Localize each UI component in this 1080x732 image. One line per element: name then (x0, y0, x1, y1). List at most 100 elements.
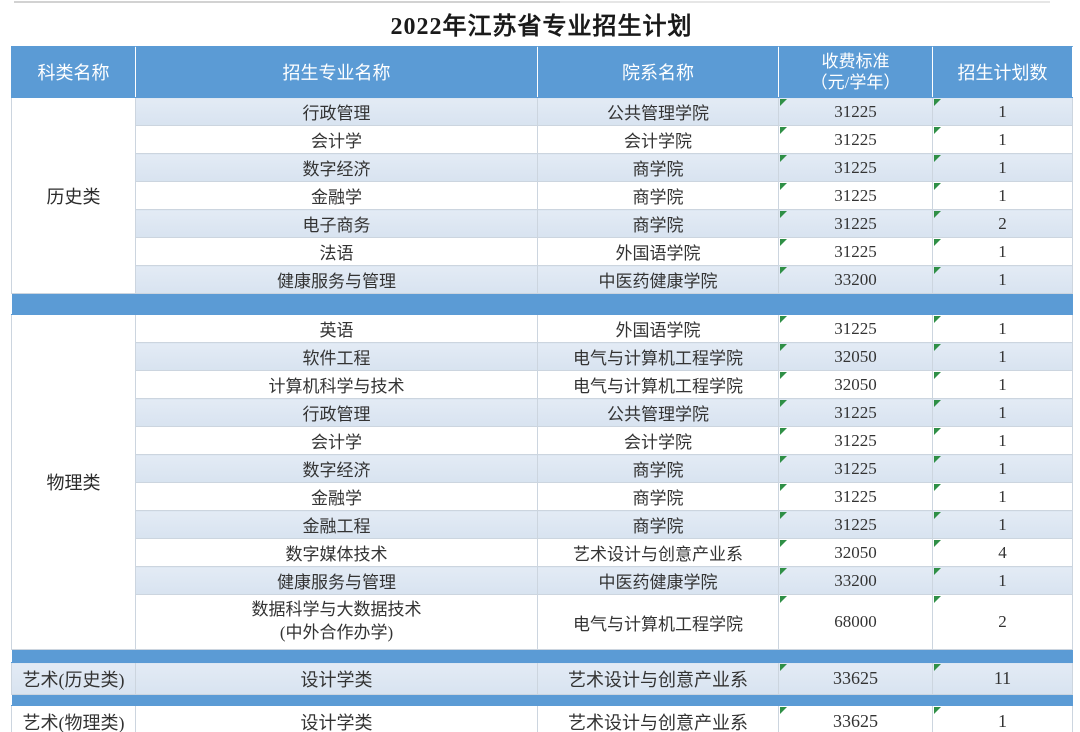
department-cell: 电气与计算机工程学院 (537, 342, 779, 371)
plan-value: 2 (998, 612, 1007, 631)
plan-cell: 1 (932, 125, 1073, 154)
plan-value: 1 (998, 269, 1007, 289)
separator-cell (932, 694, 1073, 706)
number-stored-as-text-flag-icon (934, 239, 941, 246)
department-cell: 商学院 (537, 454, 779, 483)
plan-value: 1 (998, 129, 1007, 149)
number-stored-as-text-flag-icon (934, 400, 941, 407)
plan-value: 1 (998, 318, 1007, 338)
plan-cell: 1 (932, 426, 1073, 455)
table-row: 计算机科学与技术 电气与计算机工程学院 32050 1 (12, 370, 1073, 399)
department-cell: 电气与计算机工程学院 (537, 370, 779, 399)
fee-value: 33200 (834, 269, 877, 289)
plan-value: 1 (998, 430, 1007, 450)
department-cell: 商学院 (537, 209, 779, 238)
fee-cell: 31225 (778, 153, 933, 182)
table-row: 数字经济 商学院 31225 1 (12, 454, 1073, 483)
department-cell: 公共管理学院 (537, 398, 779, 427)
fee-value: 31225 (834, 157, 877, 177)
table-row: 数据科学与大数据技术 (中外合作办学) 电气与计算机工程学院 68000 2 (12, 594, 1073, 650)
number-stored-as-text-flag-icon (780, 239, 787, 246)
fee-value: 68000 (834, 612, 877, 631)
plan-cell: 1 (932, 314, 1073, 343)
table-row: 物理类 英语 外国语学院 31225 1 (11, 314, 1073, 650)
plan-cell: 4 (932, 538, 1073, 567)
plan-value: 1 (998, 486, 1007, 506)
fee-cell: 33200 (778, 566, 933, 595)
fee-cell: 31225 (778, 125, 933, 154)
number-stored-as-text-flag-icon (934, 456, 941, 463)
number-stored-as-text-flag-icon (934, 428, 941, 435)
fee-cell: 31225 (778, 426, 933, 455)
table-row: 电子商务 商学院 31225 2 (12, 209, 1073, 238)
plan-cell: 1 (932, 153, 1073, 182)
major-cell: 行政管理 (135, 97, 538, 126)
fee-cell: 33200 (778, 265, 933, 294)
number-stored-as-text-flag-icon (780, 372, 787, 379)
number-stored-as-text-flag-icon (934, 127, 941, 134)
separator-cell (778, 694, 933, 706)
table-row: 数字媒体技术 艺术设计与创意产业系 32050 4 (12, 538, 1073, 567)
number-stored-as-text-flag-icon (780, 183, 787, 190)
separator-cell (778, 649, 933, 663)
header-fee-line2: （元/学年） (810, 73, 901, 92)
table-row: 会计学 会计学院 31225 1 (12, 426, 1073, 455)
number-stored-as-text-flag-icon (780, 344, 787, 351)
fee-value: 31225 (834, 241, 877, 261)
major-cell: 会计学 (135, 426, 538, 455)
plan-value: 1 (998, 570, 1007, 590)
plan-value: 1 (998, 402, 1007, 422)
major-cell: 健康服务与管理 (135, 566, 538, 595)
header-department: 院系名称 (537, 46, 779, 98)
plan-value: 1 (998, 101, 1007, 121)
table-body: 历史类 行政管理 公共管理学院 31225 1 会计学 会计学院 31225 1 数字经济 商学院 3… (11, 97, 1073, 732)
plan-cell: 1 (932, 482, 1073, 511)
major-cell: 英语 (135, 314, 538, 343)
plan-value: 11 (993, 668, 1012, 688)
page-title: 2022年江苏省专业招生计划 (390, 14, 693, 40)
fee-value: 31225 (834, 185, 877, 205)
number-stored-as-text-flag-icon (780, 428, 787, 435)
category-cell: 艺术(历史类) (11, 662, 136, 695)
plan-cell: 1 (932, 566, 1073, 595)
separator-cell (11, 694, 136, 706)
department-cell: 电气与计算机工程学院 (537, 594, 779, 650)
major-cell: 金融学 (135, 482, 538, 511)
separator-cell (11, 649, 136, 663)
fee-cell: 33625 (778, 705, 933, 732)
cropped-edge-artifact (560, 1, 1050, 3)
major-cell: 软件工程 (135, 342, 538, 371)
enrollment-plan-table: 科类名称 招生专业名称 院系名称 收费标准 （元/学年） 招生计划数 历史类 行政… (11, 46, 1073, 732)
fee-value: 33200 (834, 570, 877, 590)
section-separator-row (11, 293, 1073, 315)
department-cell: 商学院 (537, 181, 779, 210)
number-stored-as-text-flag-icon (780, 267, 787, 274)
number-stored-as-text-flag-icon (934, 99, 941, 106)
fee-cell: 32050 (778, 342, 933, 371)
table-row: 金融学 商学院 31225 1 (12, 181, 1073, 210)
header-category: 科类名称 (11, 46, 136, 98)
table-row: 艺术(历史类) 设计学类 艺术设计与创意产业系 33625 11 (11, 662, 1073, 695)
number-stored-as-text-flag-icon (780, 316, 787, 323)
number-stored-as-text-flag-icon (780, 664, 787, 671)
fee-value: 31225 (834, 101, 877, 121)
department-cell: 公共管理学院 (537, 97, 779, 126)
number-stored-as-text-flag-icon (780, 127, 787, 134)
table-row: 数字经济 商学院 31225 1 (12, 153, 1073, 182)
number-stored-as-text-flag-icon (934, 316, 941, 323)
department-cell: 商学院 (537, 510, 779, 539)
plan-cell: 1 (932, 181, 1073, 210)
separator-cell (11, 293, 136, 315)
table-row: 健康服务与管理 中医药健康学院 33200 1 (12, 566, 1073, 595)
major-cell: 行政管理 (135, 398, 538, 427)
header-major: 招生专业名称 (135, 46, 538, 98)
major-cell: 设计学类 (135, 662, 538, 695)
separator-cell (537, 694, 779, 706)
plan-cell: 1 (932, 237, 1073, 266)
plan-cell: 2 (932, 209, 1073, 238)
plan-cell: 1 (932, 510, 1073, 539)
separator-cell (537, 293, 779, 315)
table-header-row: 科类名称 招生专业名称 院系名称 收费标准 （元/学年） 招生计划数 (11, 46, 1073, 98)
fee-cell: 31225 (778, 398, 933, 427)
plan-value: 2 (998, 213, 1007, 233)
